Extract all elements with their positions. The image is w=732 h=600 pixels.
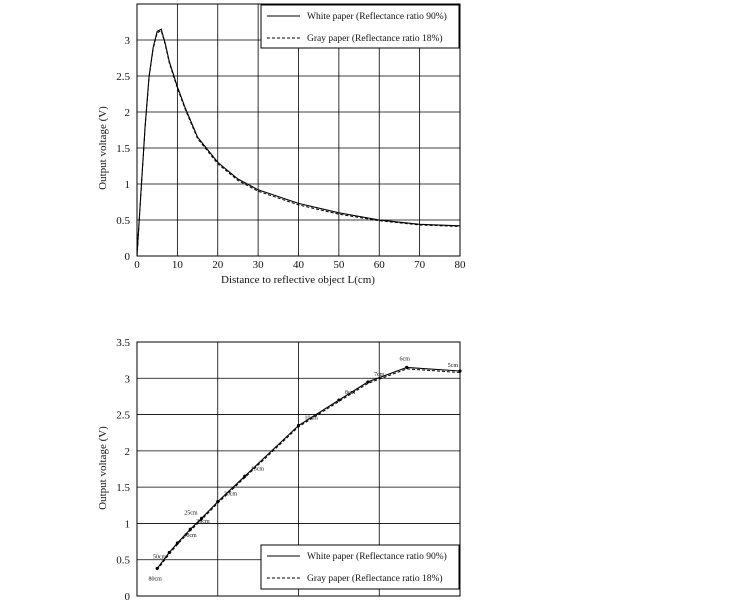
x-tick-labels: 0 10 20 30 40 50 60 70 80 — [134, 259, 466, 271]
point-label: 50cm — [153, 554, 167, 560]
point-label: 40cm — [183, 533, 197, 539]
y-tick-label: 2.5 — [116, 71, 130, 83]
y-tick-label: 3.5 — [116, 337, 130, 349]
x-tick-label: 50 — [333, 259, 345, 271]
series-group — [156, 366, 461, 571]
data-point — [155, 566, 159, 571]
y-tick-label: 1.5 — [116, 143, 130, 155]
y-tick-label: 0 — [125, 591, 131, 600]
data-point — [175, 541, 179, 545]
legend-entry-white: White paper (Reflectance ratio 90%) — [307, 11, 447, 22]
chart-inverse-distance-vs-voltage: 80cm50cm40cm30cm25cm20cm15cm10cm8cm7cm6c… — [97, 337, 462, 600]
y-tick-labels: 0 0.5 1 1.5 2 2.5 3 — [116, 35, 130, 263]
point-label: 80cm — [149, 576, 163, 582]
y-tick-label: 0 — [125, 251, 131, 263]
x-tick-label: 20 — [212, 259, 224, 271]
legend-entry-gray: Gray paper (Reflectance ratio 18%) — [307, 573, 443, 584]
y-tick-label: 3 — [125, 35, 131, 47]
y-tick-label: 2 — [125, 107, 131, 119]
point-label: 6cm — [400, 356, 411, 362]
plot-frame — [136, 3, 461, 257]
data-point — [216, 500, 220, 504]
y-tick-label: 1 — [125, 518, 131, 530]
point-label: 8cm — [345, 390, 356, 396]
y-tick-label: 2 — [125, 446, 131, 458]
series-line-gray-paper — [156, 368, 461, 571]
point-label: 5cm — [448, 363, 459, 369]
series-line-gray-paper — [136, 29, 461, 257]
y-tick-label: 2.5 — [116, 410, 130, 422]
legend-entry-white: White paper (Reflectance ratio 90%) — [307, 551, 447, 562]
data-point — [405, 365, 409, 369]
point-label: 7cm — [374, 372, 385, 378]
data-point — [337, 398, 341, 402]
legend-box — [260, 4, 460, 49]
x-tick-label: 10 — [172, 259, 184, 271]
data-point — [366, 380, 370, 384]
x-tick-label: 80 — [455, 259, 467, 271]
data-point — [200, 516, 204, 520]
y-tick-label: 0.5 — [116, 555, 130, 567]
x-axis-label: Distance to reflective object L(cm) — [221, 274, 375, 286]
legend-box — [260, 544, 460, 590]
y-tick-label: 3 — [125, 373, 131, 385]
data-point — [167, 550, 171, 555]
series-group — [136, 28, 461, 257]
legend-entry-gray: Gray paper (Reflectance ratio 18%) — [307, 33, 443, 44]
point-label: 30cm — [196, 519, 210, 525]
y-tick-labels: 0 0.5 1 1.5 2 2.5 3 3.5 — [116, 337, 130, 600]
point-label: 20cm — [224, 492, 238, 498]
point-label: 25cm — [184, 510, 198, 516]
x-tick-label: 60 — [374, 259, 386, 271]
data-point — [458, 369, 462, 373]
y-tick-label: 1 — [125, 179, 131, 191]
legend: White paper (Reflectance ratio 90%) Gray… — [260, 544, 460, 590]
data-point — [296, 423, 301, 428]
y-tick-label: 1.5 — [116, 482, 130, 494]
point-label: 15cm — [251, 466, 265, 472]
x-tick-label: 40 — [293, 259, 305, 271]
x-tick-label: 70 — [414, 259, 426, 271]
y-axis-label: Output voltage (V) — [97, 106, 109, 190]
point-annotations: 80cm 50cm 40cm 30cm 25cm 20cm 15cm 10cm 8cm 7cm 6c… — [149, 356, 462, 582]
x-tick-label: 0 — [134, 259, 140, 271]
y-axis-label: Output voltage (V) — [97, 426, 109, 510]
data-point — [188, 527, 192, 531]
chart-distance-vs-voltage: 0 10 20 30 40 50 60 70 80 0 0.5 1 1.5 2 2.5 3 Distance… — [97, 3, 466, 286]
y-tick-label: 0.5 — [116, 215, 130, 227]
x-tick-label: 30 — [253, 259, 265, 271]
series-line-white-paper — [156, 366, 461, 569]
data-point — [243, 474, 247, 478]
plot-frame — [136, 341, 461, 597]
point-label: 10cm — [305, 415, 319, 421]
legend: White paper (Reflectance ratio 90%) Gray… — [260, 4, 460, 49]
